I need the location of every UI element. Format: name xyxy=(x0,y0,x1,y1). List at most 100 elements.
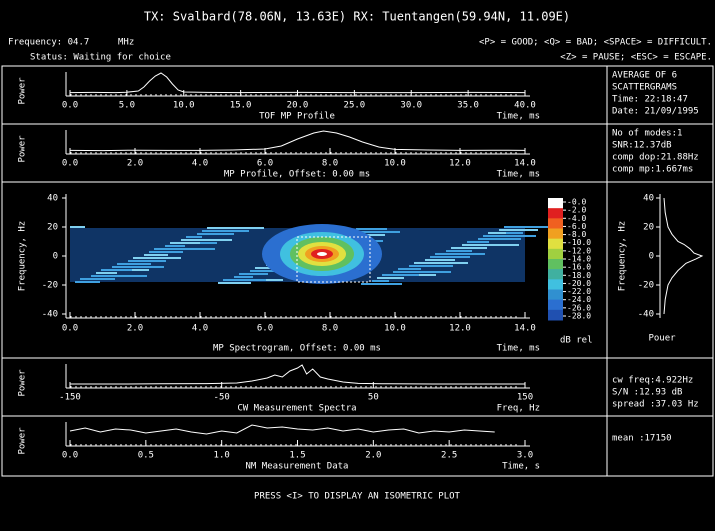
y-tick-label: -20 xyxy=(638,281,654,291)
speckle xyxy=(234,276,253,278)
speckle xyxy=(223,279,266,281)
x-tick-label: 2.0 xyxy=(365,451,381,461)
speckle xyxy=(117,263,134,265)
y-tick-label: 40 xyxy=(643,194,654,204)
info-line: comp mp:1.667ms xyxy=(612,165,693,175)
status: Status: Waiting for choice xyxy=(30,53,171,63)
speckle xyxy=(255,267,270,269)
colorbar-cell xyxy=(548,300,563,311)
speckle xyxy=(91,275,147,277)
x-tick-label: 4.0 xyxy=(192,324,208,334)
x-tick-label: 2.0 xyxy=(127,324,143,334)
y-tick-label: -40 xyxy=(42,310,58,320)
x-tick-label: 10.0 xyxy=(173,101,195,111)
colorbar-cell xyxy=(548,218,563,229)
colorbar-cell xyxy=(548,239,563,250)
x-axis-title: MP Spectrogram, Offset: 0.00 ms xyxy=(213,344,381,354)
speckle xyxy=(425,259,455,261)
y-tick-label: -40 xyxy=(638,310,654,320)
x-axis-title: NM Measurement Data xyxy=(246,462,349,472)
speckle xyxy=(414,262,468,264)
x-tick-label: 0.0 xyxy=(62,101,78,111)
footer-prompt: PRESS <I> TO DISPLAY AN ISOMETRIC PLOT xyxy=(254,492,460,502)
x-tick-label: 14.0 xyxy=(514,159,536,169)
x-tick-label: 4.0 xyxy=(192,159,208,169)
screen: TX: Svalbard(78.06N, 13.63E) RX: Tuentan… xyxy=(0,0,715,531)
y-tick-label: 40 xyxy=(47,194,58,204)
colorbar-cell xyxy=(548,208,563,219)
x-tick-label: 30.0 xyxy=(400,101,422,111)
speckle xyxy=(372,280,389,282)
speckle xyxy=(144,254,168,256)
key-help: <P> = GOOD; <Q> = BAD; <SPACE> = DIFFICU… xyxy=(479,38,712,48)
x-tick-label: 15.0 xyxy=(230,101,252,111)
y-tick-label: 0 xyxy=(53,252,58,262)
speckle xyxy=(435,253,485,255)
x-tick-label: 25.0 xyxy=(344,101,366,111)
y-axis-title: Power xyxy=(18,135,28,163)
x-tick-label: 0.5 xyxy=(138,451,154,461)
x-axis-title: MP Profile, Offset: 0.00 ms xyxy=(224,170,370,180)
speckle xyxy=(462,244,519,246)
x-tick-label: 10.0 xyxy=(384,159,406,169)
x-tick-label: 3.0 xyxy=(517,451,533,461)
colorbar-cell xyxy=(548,279,563,290)
speckle xyxy=(446,250,472,252)
x-tick-label: 0.0 xyxy=(62,324,78,334)
y-tick-label: 0 xyxy=(649,252,654,262)
speckle xyxy=(356,228,387,230)
speckle xyxy=(197,233,234,235)
speckle xyxy=(170,242,200,244)
x-tick-label: 40.0 xyxy=(514,101,536,111)
x-tick-label: 10.0 xyxy=(384,324,406,334)
x-axis-title: TOF MP Profile xyxy=(259,112,335,122)
speckle xyxy=(96,272,117,274)
colorbar-cell xyxy=(548,259,563,270)
colorbar-label: -28.0 xyxy=(567,312,591,321)
colorbar-unit: dB rel xyxy=(560,336,593,346)
info-line: SCATTERGRAMS xyxy=(612,83,677,93)
speckle xyxy=(202,230,249,232)
speckle xyxy=(393,271,451,273)
speckle xyxy=(80,278,115,280)
info-line: Time: 22:18:47 xyxy=(612,95,688,105)
speckle xyxy=(70,226,85,228)
x-tick-label: -150 xyxy=(59,393,81,403)
x-axis-unit: Time, ms xyxy=(497,170,540,180)
info-line: AVERAGE OF 6 xyxy=(612,71,677,81)
spectrogram-image xyxy=(70,224,553,285)
info-line: spread :37.03 Hz xyxy=(612,400,699,410)
x-tick-label: 0.0 xyxy=(62,159,78,169)
speckle xyxy=(382,274,419,276)
y-axis-title: Power xyxy=(18,369,28,397)
x-tick-label: 6.0 xyxy=(257,159,273,169)
speckle xyxy=(75,281,100,283)
info-line: No of modes:1 xyxy=(612,129,682,139)
speckle xyxy=(165,245,185,247)
frequency-unit: MHz xyxy=(118,38,134,48)
info-line: cw freq:4.922Hz xyxy=(612,376,693,386)
speckle xyxy=(451,247,487,249)
x-tick-label: 35.0 xyxy=(457,101,479,111)
x-tick-label: 0.0 xyxy=(62,451,78,461)
x-tick-label: 150 xyxy=(517,393,533,403)
frequency: Frequency: 04.7 xyxy=(8,38,89,48)
speckle xyxy=(218,282,251,284)
colorbar-cell xyxy=(548,198,563,209)
y-axis-title: Frequency, Hz xyxy=(618,221,628,291)
x-tick-label: 8.0 xyxy=(322,324,338,334)
speckle xyxy=(207,227,264,229)
x-axis-title: CW Measurement Spectra xyxy=(237,404,356,414)
x-tick-label: 6.0 xyxy=(257,324,273,334)
x-tick-label: 8.0 xyxy=(322,159,338,169)
x-tick-label: 2.5 xyxy=(441,451,457,461)
x-axis-title: Pouer xyxy=(648,334,676,344)
speckle xyxy=(186,236,202,238)
speckle xyxy=(181,239,232,241)
x-axis-unit: Time, s xyxy=(502,462,540,472)
x-axis-unit: Time, ms xyxy=(497,112,540,122)
x-tick-label: 1.5 xyxy=(289,451,305,461)
speckle xyxy=(239,273,268,275)
x-tick-label: 14.0 xyxy=(514,324,536,334)
speckle xyxy=(499,229,538,231)
